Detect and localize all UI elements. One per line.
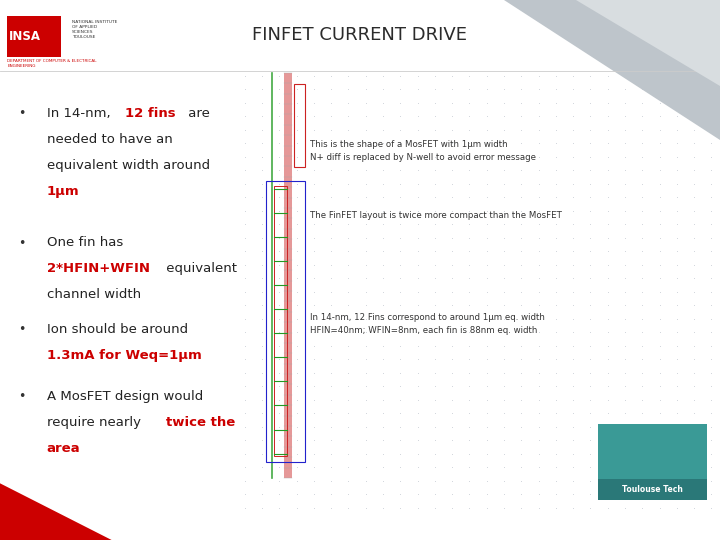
Polygon shape bbox=[504, 0, 720, 140]
Text: require nearly: require nearly bbox=[47, 416, 145, 429]
Text: FINFET CURRENT DRIVE: FINFET CURRENT DRIVE bbox=[253, 26, 467, 44]
Text: •: • bbox=[18, 237, 25, 249]
Text: equivalent width around: equivalent width around bbox=[47, 159, 210, 172]
Text: equivalent: equivalent bbox=[162, 262, 237, 275]
Bar bbox=[284, 73, 292, 478]
Text: The FinFET layout is twice more compact than the MosFET: The FinFET layout is twice more compact … bbox=[310, 212, 562, 220]
Text: channel width: channel width bbox=[47, 288, 141, 301]
Polygon shape bbox=[576, 0, 720, 86]
Text: twice the: twice the bbox=[166, 416, 235, 429]
Bar bbox=[274, 186, 287, 456]
Text: One fin has: One fin has bbox=[47, 237, 123, 249]
Text: INSA: INSA bbox=[9, 30, 41, 43]
Text: 1μm: 1μm bbox=[47, 185, 79, 198]
Bar bbox=[294, 84, 305, 167]
Text: DEPARTMENT OF COMPUTER & ELECTRICAL
ENGINEERING: DEPARTMENT OF COMPUTER & ELECTRICAL ENGI… bbox=[7, 59, 96, 68]
Polygon shape bbox=[0, 483, 112, 540]
Text: In 14-nm, 12 Fins correspond to around 1μm eq. width
HFIN=40nm; WFIN=8nm, each f: In 14-nm, 12 Fins correspond to around 1… bbox=[310, 313, 544, 335]
Text: Toulouse Tech: Toulouse Tech bbox=[622, 485, 683, 494]
Text: area: area bbox=[47, 442, 81, 455]
Bar bbox=[266, 181, 305, 462]
Text: NATIONAL INSTITUTE
OF APPLIED
SCIENCES
TOULOUSE: NATIONAL INSTITUTE OF APPLIED SCIENCES T… bbox=[72, 20, 117, 39]
Text: 2*HFIN+WFIN: 2*HFIN+WFIN bbox=[47, 262, 150, 275]
Text: are: are bbox=[184, 107, 210, 120]
Text: Ion should be around: Ion should be around bbox=[47, 323, 188, 336]
Bar bbox=[7, 16, 61, 57]
Text: •: • bbox=[18, 107, 25, 120]
Text: A MosFET design would: A MosFET design would bbox=[47, 390, 203, 403]
Text: 1.3mA for Weq=1μm: 1.3mA for Weq=1μm bbox=[47, 349, 202, 362]
Bar bbox=[598, 424, 707, 481]
Text: •: • bbox=[18, 323, 25, 336]
Text: •: • bbox=[18, 390, 25, 403]
Bar bbox=[598, 479, 707, 500]
Text: 12 fins: 12 fins bbox=[125, 107, 175, 120]
Text: In 14-nm,: In 14-nm, bbox=[47, 107, 114, 120]
Text: needed to have an: needed to have an bbox=[47, 133, 173, 146]
Text: This is the shape of a MosFET with 1μm width
N+ diff is replaced by N-well to av: This is the shape of a MosFET with 1μm w… bbox=[310, 140, 536, 162]
